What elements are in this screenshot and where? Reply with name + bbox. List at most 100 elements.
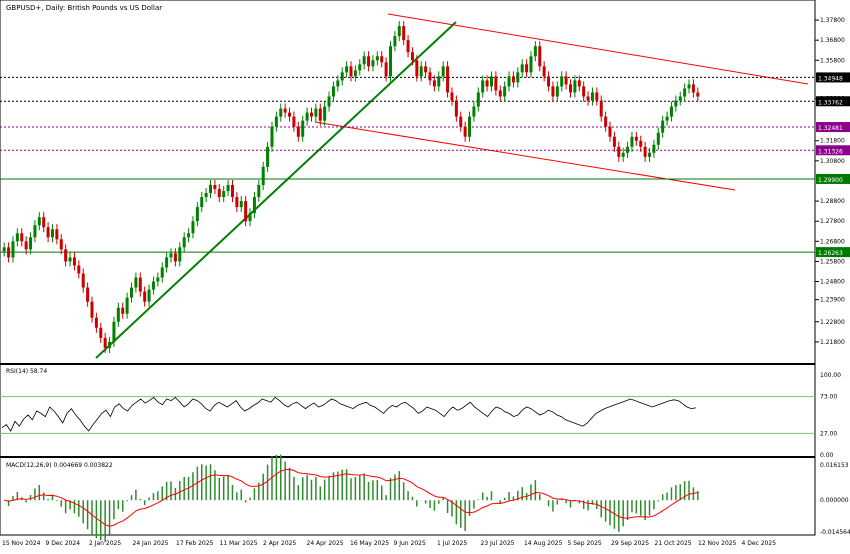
candle-body (634, 136, 638, 141)
candle-body (209, 184, 213, 194)
x-tick-label: 16 May 2025 (350, 540, 389, 547)
candle-body (560, 76, 564, 87)
candle-body (270, 126, 274, 147)
candle-body (2, 247, 6, 252)
price-label: 1.34948 (818, 75, 843, 82)
x-tick-label: 2 Apr 2025 (263, 540, 296, 547)
price-label: 1.26263 (818, 250, 843, 257)
candle-body (7, 247, 11, 258)
axes: 1.34948 1.33762 1.32481 1.31326 1.29900 1.262… (2, 17, 850, 547)
candle-body (481, 80, 485, 93)
candle-body (94, 317, 98, 328)
x-tick-label: 21 Oct 2025 (655, 540, 692, 547)
x-tick-label: 12 Nov 2025 (698, 540, 737, 547)
candle-body (305, 112, 309, 121)
price-label: 1.29900 (818, 177, 843, 184)
candle-body (375, 56, 379, 61)
candle-body (691, 84, 695, 93)
candle-body (678, 96, 682, 101)
candle-body (130, 287, 134, 298)
candle-body (151, 281, 155, 290)
candle-body (450, 92, 454, 101)
candle-body (446, 66, 450, 93)
candle-body (511, 76, 515, 83)
candle-body (476, 92, 480, 107)
candle-body (288, 112, 292, 117)
price-label: 1.32481 (818, 125, 843, 132)
candle-body (138, 277, 142, 292)
channel-upper-line (387, 13, 809, 85)
candle-body (187, 233, 191, 238)
candle-body (683, 88, 687, 97)
candle-body (353, 70, 357, 77)
rsi-pane: 100.00 73.00 27.00 0.00 (0, 372, 841, 459)
candle-body (147, 289, 151, 302)
y-tick-label: 1.22800 (820, 319, 845, 326)
candle-body (213, 184, 217, 190)
candle-body (318, 108, 322, 121)
candle-body (410, 52, 414, 61)
candle-body (244, 201, 248, 222)
candle-body (432, 80, 436, 87)
candle-body (564, 76, 568, 85)
x-tick-label: 15 Nov 2024 (2, 540, 41, 547)
candle-body (116, 307, 120, 322)
price-label: 1.31326 (818, 148, 843, 155)
candle-body (503, 86, 507, 97)
candle-body (542, 66, 546, 77)
x-tick-label: 2 Jan 2025 (89, 540, 121, 547)
candle-body (323, 106, 327, 121)
candle-body (156, 277, 160, 282)
candle-body (261, 166, 265, 185)
candle-body (160, 267, 164, 278)
candle-body (112, 321, 116, 342)
candle-body (200, 197, 204, 208)
candle-body (406, 40, 410, 53)
candle-body (463, 126, 467, 137)
candle-body (639, 140, 643, 147)
candle-body (437, 76, 441, 87)
candle-body (301, 120, 305, 137)
x-tick-label: 17 Feb 2025 (176, 540, 214, 547)
candle-body (555, 86, 559, 97)
candle-body (494, 76, 498, 91)
x-tick-label: 23 Jul 2025 (481, 540, 515, 547)
candle-body (485, 80, 489, 87)
candle-body (42, 217, 46, 228)
candle-body (222, 191, 226, 198)
candle-body (279, 108, 283, 117)
candle-body (489, 76, 493, 87)
rsi-tick-label: 73.00 (820, 394, 837, 401)
candle-body (498, 90, 502, 97)
rsi-tick-label: 0.00 (820, 452, 834, 459)
candle-body (195, 207, 199, 222)
candle-body (72, 257, 76, 266)
candle-body (274, 116, 278, 127)
macd-tick-label: 0.016153 (820, 462, 849, 469)
macd-tick-label: -0.014564 (820, 529, 850, 536)
macd-signal-line (4, 468, 698, 527)
plot-frame (0, 0, 816, 536)
candle-body (191, 221, 195, 234)
macd-pane: 0.016153 0.000000 -0.014564 (4, 454, 850, 543)
candle-body (266, 146, 270, 167)
candle-body (90, 301, 94, 318)
y-tick-label: 1.30800 (820, 158, 845, 165)
candle-body (46, 227, 50, 238)
candle-body (586, 96, 590, 101)
candle-body (648, 152, 652, 157)
candle-body (331, 86, 335, 97)
candle-body (612, 136, 616, 147)
candle-body (173, 253, 177, 262)
candle-body (454, 100, 458, 117)
candle-body (50, 229, 54, 238)
candle-body (165, 257, 169, 268)
chart-title: GBPUSD+, Daily: British Pounds vs US Dol… (6, 4, 162, 12)
rsi-line (1, 396, 696, 432)
horizontal-levels (0, 76, 815, 253)
y-tick-label: 1.21800 (820, 339, 845, 346)
y-tick-label: 1.31800 (820, 138, 845, 145)
candle-body (516, 72, 520, 83)
